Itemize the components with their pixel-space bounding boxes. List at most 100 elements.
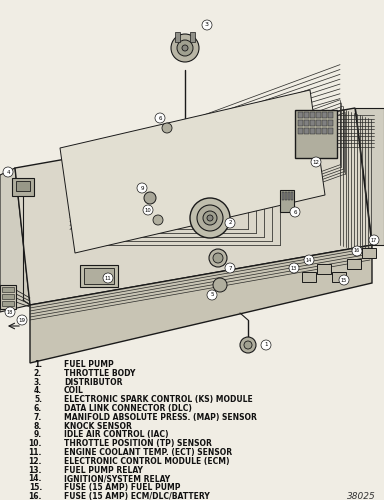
Circle shape: [225, 218, 235, 228]
Circle shape: [352, 246, 362, 256]
Bar: [285, 192, 287, 200]
Bar: [280, 190, 294, 212]
Bar: [322, 120, 327, 126]
Circle shape: [155, 113, 165, 123]
Bar: [304, 112, 309, 118]
Circle shape: [202, 20, 212, 30]
Text: 18: 18: [7, 310, 13, 314]
Bar: [328, 128, 333, 134]
Bar: [316, 128, 321, 134]
Text: 38025: 38025: [347, 492, 376, 500]
Circle shape: [153, 215, 163, 225]
Text: 16: 16: [354, 248, 360, 254]
Polygon shape: [15, 108, 372, 305]
Bar: [322, 128, 327, 134]
Text: 11.: 11.: [29, 448, 42, 457]
Bar: [12, 178, 34, 196]
Bar: [84, 268, 114, 284]
Circle shape: [304, 255, 314, 265]
Text: 12: 12: [313, 160, 319, 164]
Text: 2.: 2.: [34, 369, 42, 378]
Bar: [328, 112, 333, 118]
Text: ELECTRONIC CONTROL MODULE (ECM): ELECTRONIC CONTROL MODULE (ECM): [64, 457, 230, 466]
Polygon shape: [60, 90, 325, 253]
Text: 7: 7: [228, 266, 232, 270]
Text: 6.: 6.: [34, 404, 42, 413]
Circle shape: [244, 341, 252, 349]
Bar: [322, 112, 327, 118]
Bar: [310, 112, 315, 118]
Text: 19: 19: [18, 318, 25, 322]
Circle shape: [225, 263, 235, 273]
Text: 3: 3: [205, 22, 209, 28]
Text: IGNITION/SYSTEM RELAY: IGNITION/SYSTEM RELAY: [64, 474, 170, 484]
Text: 16.: 16.: [29, 492, 42, 500]
Circle shape: [213, 278, 227, 292]
Text: 13.: 13.: [29, 466, 42, 474]
Circle shape: [5, 307, 15, 317]
Text: 7.: 7.: [34, 413, 42, 422]
Circle shape: [369, 235, 379, 245]
Text: 9.: 9.: [34, 430, 42, 440]
Circle shape: [143, 205, 153, 215]
Text: THROTTLE POSITION (TP) SENSOR: THROTTLE POSITION (TP) SENSOR: [64, 439, 212, 448]
Bar: [175, 32, 180, 42]
Circle shape: [144, 192, 156, 204]
Text: 6: 6: [293, 210, 297, 214]
Bar: [295, 110, 337, 158]
Bar: [291, 192, 293, 200]
Text: ENGINE COOLANT TEMP. (ECT) SENSOR: ENGINE COOLANT TEMP. (ECT) SENSOR: [64, 448, 232, 457]
Circle shape: [162, 123, 172, 133]
Text: 14: 14: [306, 258, 312, 262]
Circle shape: [197, 205, 223, 231]
Text: 15: 15: [341, 278, 347, 282]
Bar: [317, 264, 331, 274]
Bar: [347, 259, 361, 269]
Text: FUSE (15 AMP) ECM/DLC/BATTERY: FUSE (15 AMP) ECM/DLC/BATTERY: [64, 492, 210, 500]
Text: DISTRIBUTOR: DISTRIBUTOR: [64, 378, 122, 386]
Text: MANIFOLD ABSOLUTE PRESS. (MAP) SENSOR: MANIFOLD ABSOLUTE PRESS. (MAP) SENSOR: [64, 413, 257, 422]
Bar: [298, 120, 303, 126]
Bar: [2, 287, 14, 292]
Text: 5.: 5.: [34, 395, 42, 404]
Text: DATA LINK CONNECTOR (DLC): DATA LINK CONNECTOR (DLC): [64, 404, 192, 413]
Circle shape: [190, 198, 230, 238]
Bar: [16, 181, 30, 191]
Circle shape: [209, 249, 227, 267]
Text: 15.: 15.: [29, 483, 42, 492]
Text: 8.: 8.: [34, 422, 42, 430]
Text: 2: 2: [228, 220, 232, 226]
Text: IDLE AIR CONTROL (IAC): IDLE AIR CONTROL (IAC): [64, 430, 169, 440]
Text: FUEL PUMP RELAY: FUEL PUMP RELAY: [64, 466, 143, 474]
Bar: [298, 112, 303, 118]
Text: 6: 6: [158, 116, 162, 120]
Circle shape: [289, 263, 299, 273]
Circle shape: [103, 273, 113, 283]
Circle shape: [177, 40, 193, 56]
Circle shape: [203, 211, 217, 225]
Circle shape: [213, 253, 223, 263]
Circle shape: [240, 337, 256, 353]
Circle shape: [171, 34, 199, 62]
Circle shape: [261, 340, 271, 350]
Circle shape: [207, 290, 217, 300]
Bar: [2, 294, 14, 299]
Text: 5: 5: [210, 292, 214, 298]
Text: 3.: 3.: [34, 378, 42, 386]
Text: 12.: 12.: [29, 457, 42, 466]
Bar: [316, 112, 321, 118]
Bar: [0, 285, 16, 309]
Bar: [2, 301, 14, 306]
Polygon shape: [0, 168, 30, 312]
Circle shape: [339, 275, 349, 285]
Text: 4.: 4.: [34, 386, 42, 396]
Text: COIL: COIL: [64, 386, 84, 396]
Bar: [362, 248, 376, 258]
Circle shape: [182, 45, 188, 51]
Text: FUEL PUMP: FUEL PUMP: [64, 360, 114, 369]
Bar: [332, 272, 346, 282]
Text: 10: 10: [145, 208, 151, 212]
Bar: [80, 265, 118, 287]
Text: KNOCK SENSOR: KNOCK SENSOR: [64, 422, 132, 430]
Bar: [310, 120, 315, 126]
